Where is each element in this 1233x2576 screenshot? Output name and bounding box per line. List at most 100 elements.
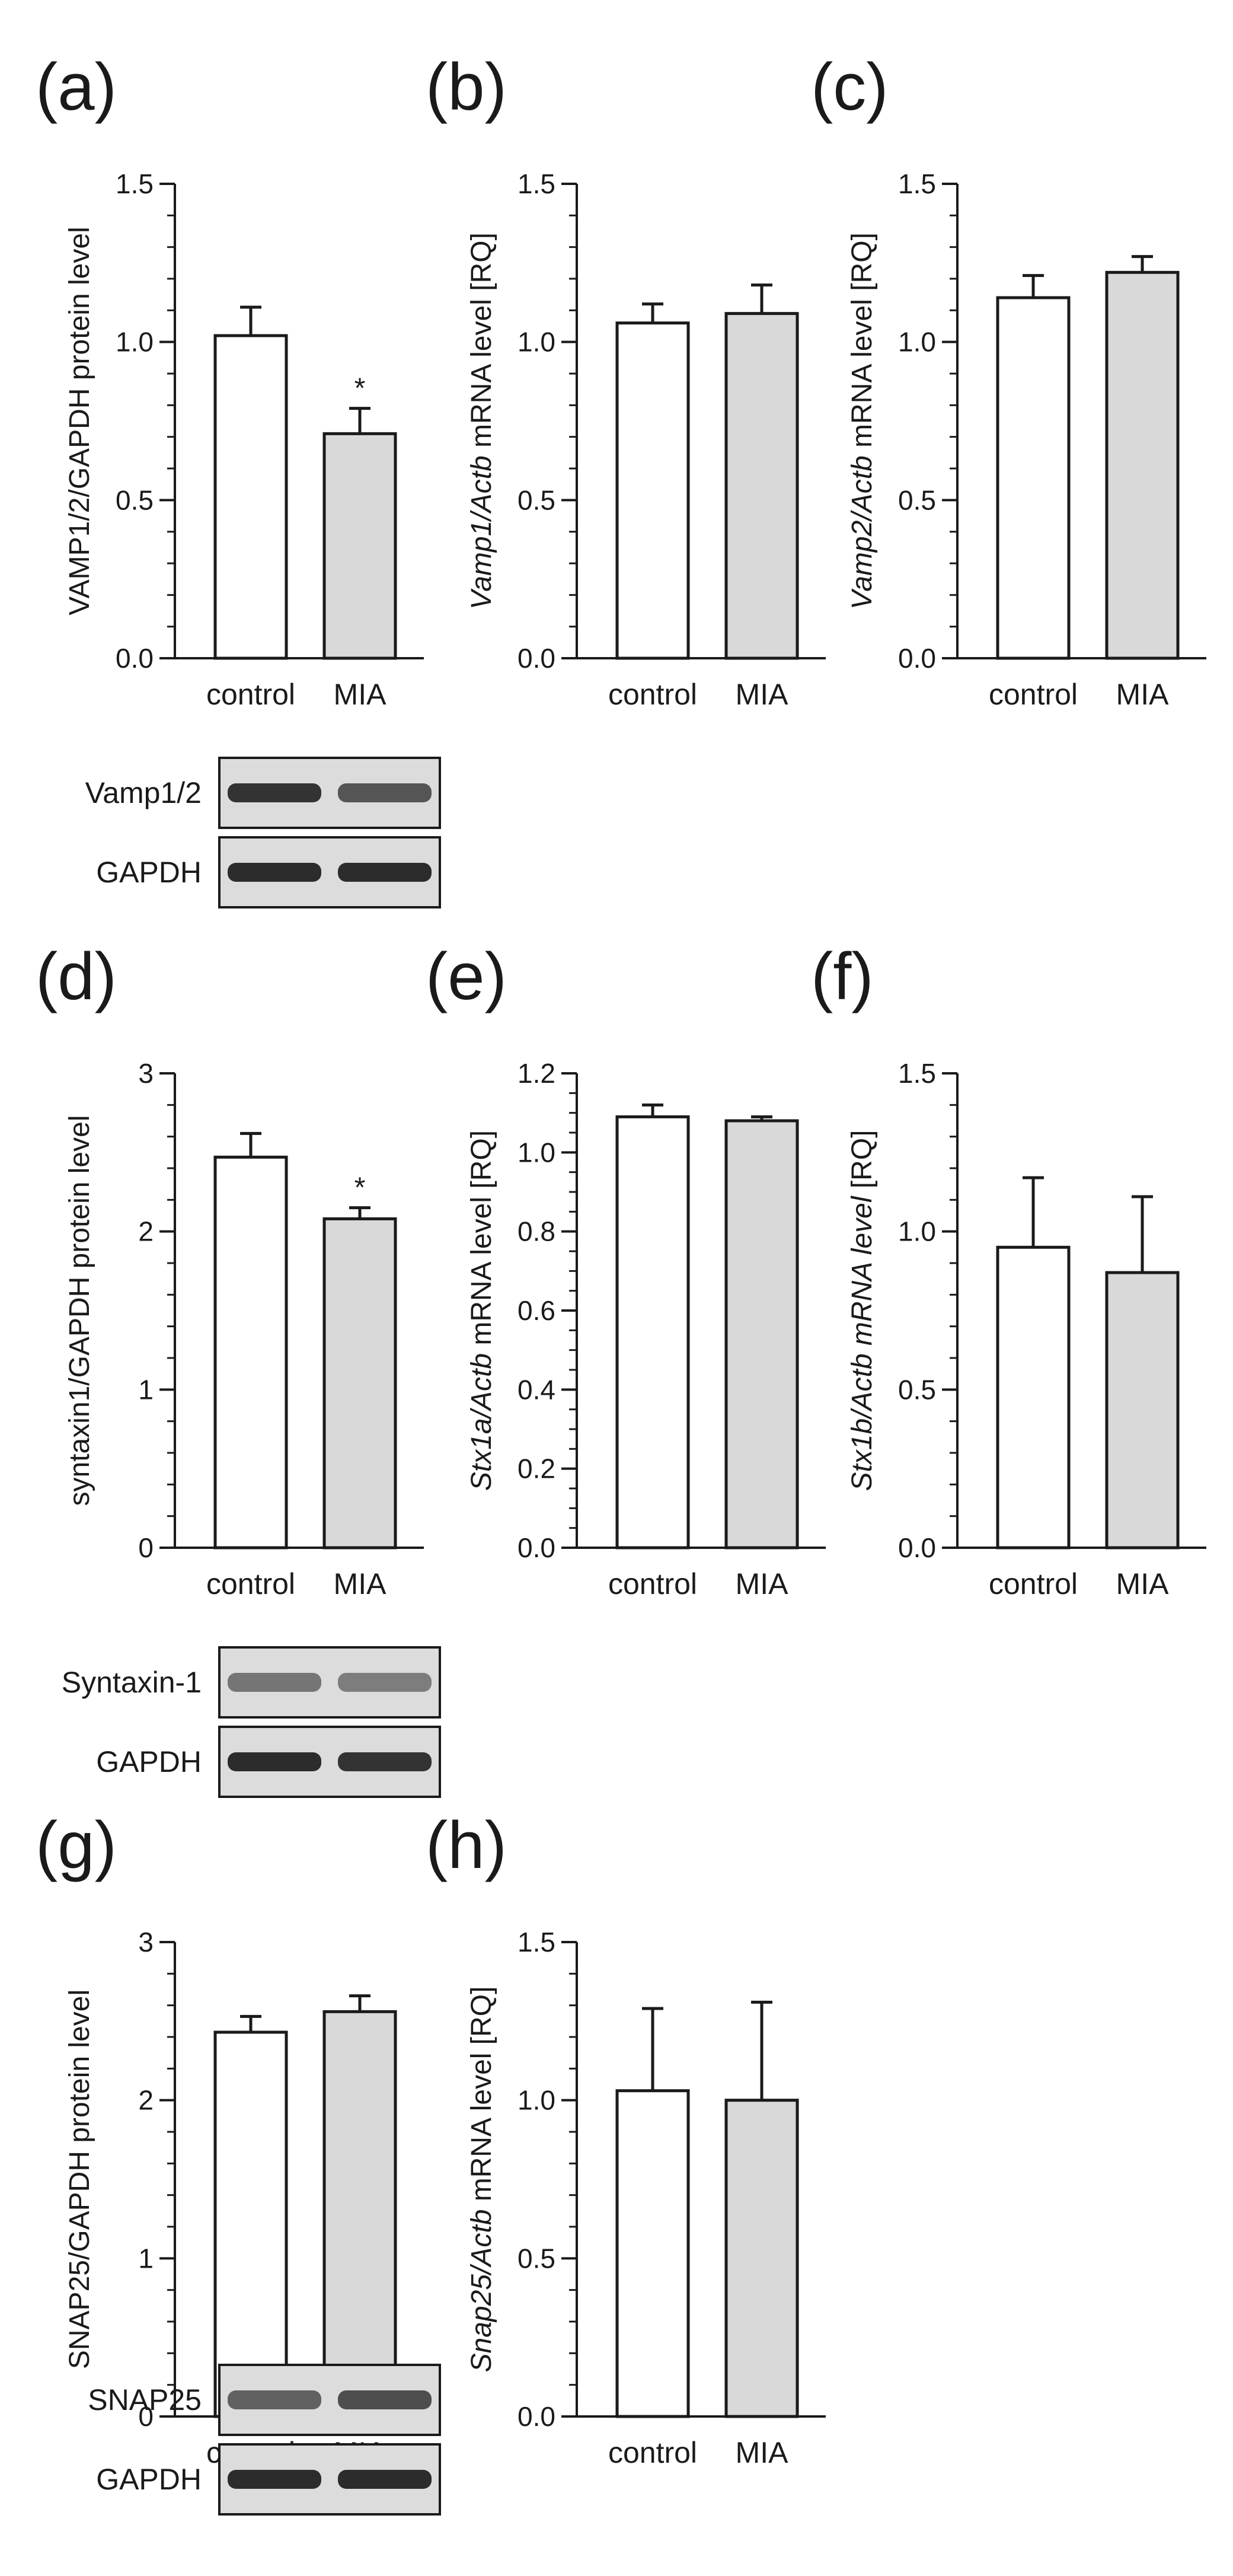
- blot-band: [228, 2390, 321, 2409]
- blot-band: [228, 783, 321, 802]
- y-axis-label: Vamp2/Actb mRNA level [RQ]: [847, 232, 878, 610]
- blot-band: [338, 1752, 432, 1771]
- y-tick-label: 0.5: [518, 484, 555, 515]
- y-tick-label: 1: [138, 2243, 154, 2274]
- chart-panel: (d) 0 1 2 3 control * MIA syntaxin1/GAPDH protei…: [36, 939, 424, 1601]
- chart-panel: (e) 0.0 0.2 0.4 0.6 0.8 1.0 1.2 control MIA Stx1a/…: [426, 939, 826, 1601]
- y-tick-label: 0.6: [518, 1295, 555, 1326]
- chart-panel: (h) 0.0 0.5 1.0 1.5 control MIA Snap25/Actb mRN…: [426, 1808, 826, 2469]
- panel-letter: (d): [36, 939, 117, 1013]
- y-tick-label: 0.2: [518, 1453, 555, 1484]
- y-axis-label: Stx1b/Actb mRNA level [RQ]: [847, 1130, 878, 1491]
- y-tick-label: 0.5: [518, 2243, 555, 2274]
- bar-control: [996, 1245, 1071, 1550]
- category-label: control: [989, 678, 1078, 711]
- y-axis-label: VAMP1/2/GAPDH protein level: [64, 227, 95, 615]
- bar-mia: [322, 432, 397, 660]
- category-label: MIA: [736, 1567, 789, 1601]
- bar-mia: [1105, 1271, 1180, 1550]
- y-tick-label: 1.5: [116, 168, 154, 199]
- y-tick-label: 1.0: [518, 1137, 555, 1168]
- blot-band: [338, 2470, 432, 2489]
- panel-letter: (e): [426, 939, 507, 1013]
- y-tick-label: 0.0: [898, 1532, 936, 1563]
- category-label: MIA: [334, 1567, 387, 1601]
- y-axis-label: Snap25/Actb mRNA level [RQ]: [466, 1987, 497, 2373]
- category-label: control: [989, 1567, 1078, 1601]
- y-tick-label: 1.5: [898, 1058, 936, 1089]
- bar-control: [213, 1155, 288, 1550]
- y-axis-label: syntaxin1/GAPDH protein level: [64, 1115, 95, 1506]
- y-tick-label: 1.0: [898, 1216, 936, 1247]
- y-tick-label: 1.0: [116, 327, 154, 358]
- y-tick-label: 2: [138, 1216, 154, 1247]
- y-tick-label: 0.0: [518, 2401, 555, 2432]
- blot-label: GAPDH: [96, 2463, 202, 2496]
- chart-panel: (c) 0.0 0.5 1.0 1.5 control MIA Vamp2/Actb mRNA…: [811, 50, 1206, 711]
- y-tick-label: 0.5: [116, 484, 154, 515]
- bar-mia: [724, 1119, 799, 1550]
- bar-mia: [322, 2010, 397, 2418]
- chart-panel: (a) 0.0 0.5 1.0 1.5 control * MIA VAMP1/2/GAPDH …: [36, 50, 424, 711]
- blot-label: SNAP25: [88, 2383, 202, 2416]
- category-label: MIA: [736, 678, 789, 711]
- y-tick-label: 1.0: [518, 2085, 555, 2116]
- y-axis-label: Vamp1/Actb mRNA level [RQ]: [466, 232, 497, 610]
- blot-label: GAPDH: [96, 856, 202, 889]
- blot-band: [338, 2390, 432, 2409]
- bar-mia: [322, 1217, 397, 1550]
- panel-letter: (a): [36, 50, 117, 124]
- y-tick-label: 0.4: [518, 1374, 555, 1405]
- blot-band: [228, 1752, 321, 1771]
- y-tick-label: 1.0: [898, 327, 936, 358]
- blot-band: [338, 783, 432, 802]
- y-tick-label: 0: [138, 1532, 154, 1563]
- bar-control: [615, 2089, 690, 2418]
- bar-control: [996, 296, 1071, 660]
- y-tick-label: 1.5: [898, 168, 936, 199]
- panel-letter: (g): [36, 1808, 117, 1882]
- bar-control: [615, 1115, 690, 1550]
- panel-letter: (f): [811, 939, 874, 1013]
- bar-mia: [1105, 270, 1180, 660]
- category-label: control: [608, 678, 697, 711]
- chart-panel: (f) 0.0 0.5 1.0 1.5 control MIA Stx1b/Actb mRNA…: [811, 939, 1206, 1601]
- y-tick-label: 0.5: [898, 1374, 936, 1405]
- y-tick-label: 1.0: [518, 327, 555, 358]
- y-tick-label: 2: [138, 2085, 154, 2116]
- category-label: control: [608, 1567, 697, 1601]
- category-label: MIA: [736, 2436, 789, 2469]
- western-blot: Syntaxin-1 GAPDH: [62, 1646, 441, 1798]
- blot-label: Syntaxin-1: [62, 1666, 202, 1699]
- y-axis-label: Stx1a/Actb mRNA level [RQ]: [466, 1130, 497, 1491]
- chart-panels: (a) 0.0 0.5 1.0 1.5 control * MIA VAMP1/2/GAPDH …: [36, 50, 1206, 2469]
- blot-band: [338, 1673, 432, 1692]
- blot-label: Vamp1/2: [85, 776, 202, 809]
- y-tick-label: 3: [138, 1927, 154, 1957]
- blot-band: [228, 863, 321, 882]
- category-label: control: [206, 1567, 295, 1601]
- panel-letter: (b): [426, 50, 507, 124]
- western-blot: SNAP25 GAPDH: [88, 2364, 441, 2516]
- category-label: control: [608, 2436, 697, 2469]
- significance-marker: *: [354, 373, 366, 404]
- category-label: MIA: [1116, 1567, 1170, 1601]
- significance-marker: *: [354, 1172, 366, 1204]
- y-tick-label: 1.5: [518, 168, 555, 199]
- western-blots: Vamp1/2 GAPDH Syntaxin-1 GAPDH SNAP25 GAPDH: [62, 757, 441, 2516]
- y-tick-label: 0.0: [116, 643, 154, 674]
- bar-control: [615, 321, 690, 660]
- category-label: MIA: [334, 678, 387, 711]
- bar-mia: [724, 2099, 799, 2418]
- blot-band: [228, 2470, 321, 2489]
- category-label: control: [206, 678, 295, 711]
- y-tick-label: 0: [138, 2401, 154, 2432]
- y-tick-label: 1: [138, 1374, 154, 1405]
- y-tick-label: 0.8: [518, 1216, 555, 1247]
- y-axis-label: SNAP25/GAPDH protein level: [64, 1990, 95, 2369]
- y-tick-label: 1.2: [518, 1058, 555, 1089]
- y-tick-label: 0.5: [898, 484, 936, 515]
- y-tick-label: 0.0: [518, 643, 555, 674]
- bar-control: [213, 334, 288, 660]
